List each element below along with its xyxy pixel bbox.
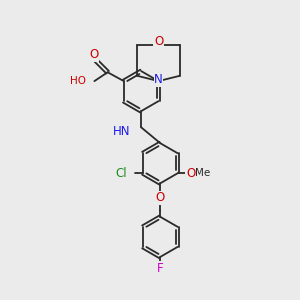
Text: O: O (154, 35, 163, 48)
Text: Cl: Cl (115, 167, 127, 180)
Text: N: N (154, 73, 163, 86)
Text: O: O (89, 48, 98, 61)
Text: HO: HO (70, 76, 86, 86)
Text: O: O (186, 167, 195, 180)
Text: F: F (157, 262, 164, 275)
Text: Me: Me (195, 168, 211, 178)
Text: HN: HN (113, 125, 131, 138)
Text: O: O (156, 191, 165, 205)
